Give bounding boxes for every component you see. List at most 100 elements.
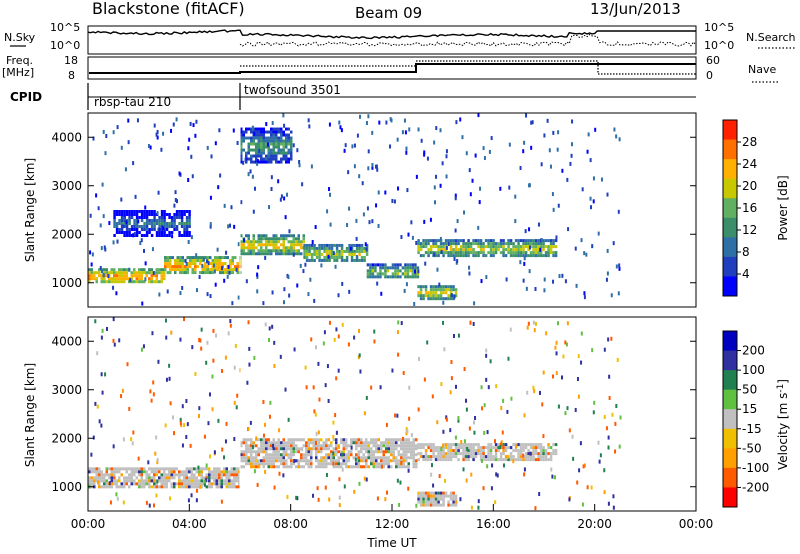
noise-cell xyxy=(485,377,488,382)
data-cell xyxy=(257,151,260,155)
data-cell xyxy=(419,254,423,258)
data-cell xyxy=(255,145,258,149)
data-cell xyxy=(180,470,183,474)
data-cell xyxy=(128,479,131,483)
noise-cell xyxy=(181,443,184,448)
data-cell xyxy=(277,148,280,152)
data-cell xyxy=(544,245,548,249)
noise-cell xyxy=(340,128,343,133)
data-cell xyxy=(148,210,151,213)
data-cell xyxy=(215,482,218,486)
data-cell xyxy=(270,136,273,140)
data-cell xyxy=(504,254,508,258)
data-cell xyxy=(252,252,255,256)
data-cell xyxy=(439,285,443,289)
noise-cell xyxy=(179,421,182,426)
data-cell xyxy=(290,441,293,445)
data-cell xyxy=(267,456,270,460)
data-cell xyxy=(242,130,245,134)
data-cell xyxy=(178,485,181,489)
data-cell xyxy=(238,473,241,477)
data-cell xyxy=(330,246,334,250)
data-cell xyxy=(325,456,328,460)
data-cell xyxy=(554,239,558,243)
data-cell xyxy=(257,136,260,140)
data-cell xyxy=(482,248,485,252)
data-cell xyxy=(290,136,293,140)
data-cell xyxy=(270,133,273,137)
data-cell xyxy=(310,246,314,250)
data-cell xyxy=(514,239,518,243)
data-cell xyxy=(280,139,283,143)
data-cell xyxy=(163,213,166,216)
data-cell xyxy=(234,265,237,269)
data-cell xyxy=(427,248,430,252)
noise-cell xyxy=(171,234,174,239)
data-cell xyxy=(527,248,530,252)
data-cell xyxy=(422,254,425,258)
data-cell xyxy=(185,473,188,477)
noise-cell xyxy=(477,499,480,504)
noise-cell xyxy=(301,447,304,452)
data-cell xyxy=(265,444,268,448)
data-cell xyxy=(434,294,438,298)
noise-cell xyxy=(461,135,464,140)
colorbar-tick-label: 4 xyxy=(742,267,750,281)
noise-cell xyxy=(561,273,564,278)
data-cell xyxy=(300,240,303,244)
data-cell xyxy=(292,450,295,454)
data-cell xyxy=(385,462,388,466)
data-cell xyxy=(138,216,141,219)
data-cell xyxy=(158,467,161,471)
data-cell xyxy=(300,459,303,463)
data-cell xyxy=(140,225,144,228)
data-cell xyxy=(409,266,412,270)
noise-cell xyxy=(495,472,498,477)
noise-cell xyxy=(249,420,252,425)
noise-cell xyxy=(367,149,370,154)
noise-cell xyxy=(162,131,165,136)
data-cell xyxy=(120,280,123,284)
data-cell xyxy=(185,479,188,483)
data-cell xyxy=(113,268,116,272)
data-cell xyxy=(88,280,91,284)
noise-cell xyxy=(542,370,545,375)
noise-cell xyxy=(164,318,167,323)
data-cell xyxy=(280,447,283,451)
data-cell xyxy=(427,291,430,295)
data-cell xyxy=(290,246,293,250)
data-cell xyxy=(185,476,188,480)
noise-cell xyxy=(202,257,205,262)
data-cell xyxy=(338,255,341,259)
data-cell xyxy=(305,447,308,451)
data-cell xyxy=(472,242,475,246)
noise-cell xyxy=(144,277,147,282)
data-cell xyxy=(338,249,341,253)
noise-cell xyxy=(293,458,296,463)
data-cell xyxy=(181,265,184,269)
noise-cell xyxy=(212,358,215,363)
noise-cell xyxy=(515,444,518,449)
data-cell xyxy=(524,251,528,255)
data-cell xyxy=(472,452,475,456)
data-cell xyxy=(133,271,136,275)
noise-cell xyxy=(258,148,261,153)
noise-cell xyxy=(365,121,368,126)
data-cell xyxy=(397,438,400,442)
data-cell xyxy=(118,470,121,474)
data-cell xyxy=(262,142,265,146)
data-cell xyxy=(315,450,318,454)
data-cell xyxy=(160,210,164,213)
data-cell xyxy=(169,268,172,272)
noise-cell xyxy=(195,253,198,258)
data-cell xyxy=(377,444,380,448)
noise-cell xyxy=(481,406,484,411)
data-cell xyxy=(534,446,538,450)
noise-cell xyxy=(314,441,317,446)
data-cell xyxy=(459,254,463,258)
noise-cell xyxy=(605,426,608,431)
data-cell xyxy=(90,467,93,471)
noise-cell xyxy=(430,463,433,468)
data-cell xyxy=(282,456,285,460)
data-cell xyxy=(419,443,423,447)
